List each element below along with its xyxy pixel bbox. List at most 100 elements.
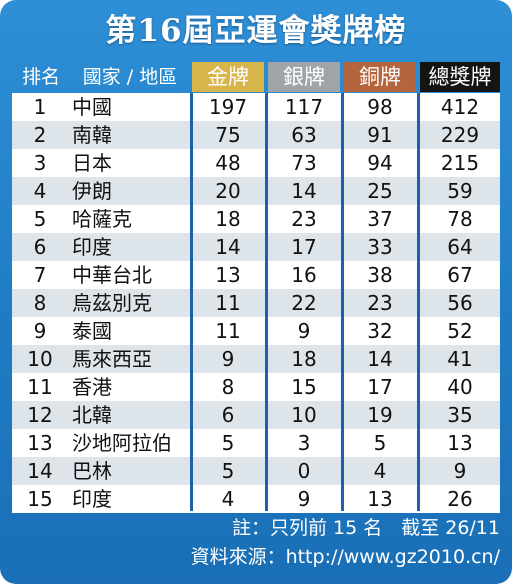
bronze-cell: 5 — [373, 431, 387, 455]
table-row: 12 北韓 6 10 19 35 — [12, 401, 500, 429]
bronze-cell: 33 — [367, 235, 393, 259]
rank-cell: 2 — [33, 123, 47, 147]
gold-cell: 48 — [215, 151, 241, 175]
gold-cell: 197 — [208, 95, 248, 119]
bronze-cell: 32 — [367, 319, 393, 343]
gold-cell: 11 — [215, 291, 241, 315]
gold-cell: 75 — [215, 123, 241, 147]
total-cell: 64 — [447, 235, 473, 259]
gold-cell: 13 — [215, 263, 241, 287]
table-row: 15 印度 4 9 13 26 — [12, 485, 500, 513]
total-cell: 215 — [440, 151, 480, 175]
bronze-cell: 38 — [367, 263, 393, 287]
rank-cell: 12 — [27, 403, 53, 427]
gold-cell: 9 — [221, 347, 235, 371]
silver-cell: 18 — [291, 347, 317, 371]
country-cell: 泰國 — [72, 319, 112, 343]
gold-cell: 14 — [215, 235, 241, 259]
country-cell: 沙地阿拉伯 — [72, 431, 172, 455]
column-divider — [265, 93, 268, 511]
rank-cell: 13 — [27, 431, 53, 455]
country-cell: 巴林 — [72, 459, 112, 483]
rank-cell: 15 — [27, 487, 53, 511]
table-row: 13 沙地阿拉伯 5 3 5 13 — [12, 429, 500, 457]
total-cell: 41 — [447, 347, 473, 371]
header-country: 國家 / 地區 — [82, 66, 178, 88]
rank-cell: 11 — [27, 375, 53, 399]
footer-source: 資料來源：http://www.gz2010.cn/ — [190, 546, 500, 568]
rank-cell: 5 — [33, 207, 47, 231]
header-total: 總獎牌 — [420, 62, 500, 92]
table-row: 4 伊朗 20 14 25 59 — [12, 177, 500, 205]
country-cell: 南韓 — [72, 123, 112, 147]
total-cell: 56 — [447, 291, 473, 315]
table-row: 14 巴林 5 0 4 9 — [12, 457, 500, 485]
silver-cell: 9 — [297, 487, 311, 511]
gold-cell: 8 — [221, 375, 235, 399]
total-cell: 78 — [447, 207, 473, 231]
total-cell: 26 — [447, 487, 473, 511]
total-cell: 35 — [447, 403, 473, 427]
gold-cell: 11 — [215, 319, 241, 343]
page-title: 第16屆亞運會獎牌榜 — [105, 13, 407, 49]
medal-table: 1 中國 197 117 98 412 2 南韓 75 63 91 229 3 日本 48 73 94 215 4 伊… — [12, 93, 500, 513]
table-row: 11 香港 8 15 17 40 — [12, 373, 500, 401]
country-cell: 烏茲別克 — [72, 291, 152, 315]
table-row: 7 中華台北 13 16 38 67 — [12, 261, 500, 289]
rank-cell: 7 — [33, 263, 47, 287]
table-row: 8 烏茲別克 11 22 23 56 — [12, 289, 500, 317]
rank-cell: 3 — [33, 151, 47, 175]
total-cell: 9 — [453, 459, 467, 483]
header-silver: 銀牌 — [268, 62, 340, 92]
country-cell: 香港 — [72, 375, 112, 399]
rank-cell: 10 — [27, 347, 53, 371]
silver-cell: 63 — [291, 123, 317, 147]
silver-cell: 23 — [291, 207, 317, 231]
rank-cell: 1 — [33, 95, 47, 119]
column-divider — [417, 93, 420, 511]
silver-cell: 3 — [297, 431, 311, 455]
bronze-cell: 17 — [367, 375, 393, 399]
silver-cell: 14 — [291, 179, 317, 203]
silver-cell: 9 — [297, 319, 311, 343]
bronze-cell: 14 — [367, 347, 393, 371]
gold-cell: 5 — [221, 431, 235, 455]
silver-cell: 73 — [291, 151, 317, 175]
column-divider — [190, 93, 193, 511]
silver-cell: 15 — [291, 375, 317, 399]
table-row: 6 印度 14 17 33 64 — [12, 233, 500, 261]
silver-cell: 22 — [291, 291, 317, 315]
bronze-cell: 25 — [367, 179, 393, 203]
rank-cell: 6 — [33, 235, 47, 259]
rank-cell: 14 — [27, 459, 53, 483]
country-cell: 印度 — [72, 487, 112, 511]
country-cell: 中國 — [72, 95, 112, 119]
column-divider — [341, 93, 344, 511]
total-cell: 67 — [447, 263, 473, 287]
country-cell: 印度 — [72, 235, 112, 259]
rank-cell: 8 — [33, 291, 47, 315]
total-cell: 59 — [447, 179, 473, 203]
total-cell: 52 — [447, 319, 473, 343]
gold-cell: 4 — [221, 487, 235, 511]
bronze-cell: 23 — [367, 291, 393, 315]
bronze-cell: 13 — [367, 487, 393, 511]
bronze-cell: 37 — [367, 207, 393, 231]
header-rank: 排名 — [21, 66, 60, 88]
table-row: 5 哈薩克 18 23 37 78 — [12, 205, 500, 233]
gold-cell: 20 — [215, 179, 241, 203]
gold-cell: 6 — [221, 403, 235, 427]
country-cell: 馬來西亞 — [72, 347, 152, 371]
silver-cell: 17 — [291, 235, 317, 259]
table-row: 2 南韓 75 63 91 229 — [12, 121, 500, 149]
total-cell: 229 — [440, 123, 480, 147]
total-cell: 13 — [447, 431, 473, 455]
silver-cell: 117 — [284, 95, 324, 119]
bronze-cell: 19 — [367, 403, 393, 427]
silver-cell: 16 — [291, 263, 317, 287]
bronze-cell: 94 — [367, 151, 393, 175]
table-row: 3 日本 48 73 94 215 — [12, 149, 500, 177]
silver-cell: 0 — [297, 459, 311, 483]
header-bronze: 銅牌 — [344, 62, 416, 92]
